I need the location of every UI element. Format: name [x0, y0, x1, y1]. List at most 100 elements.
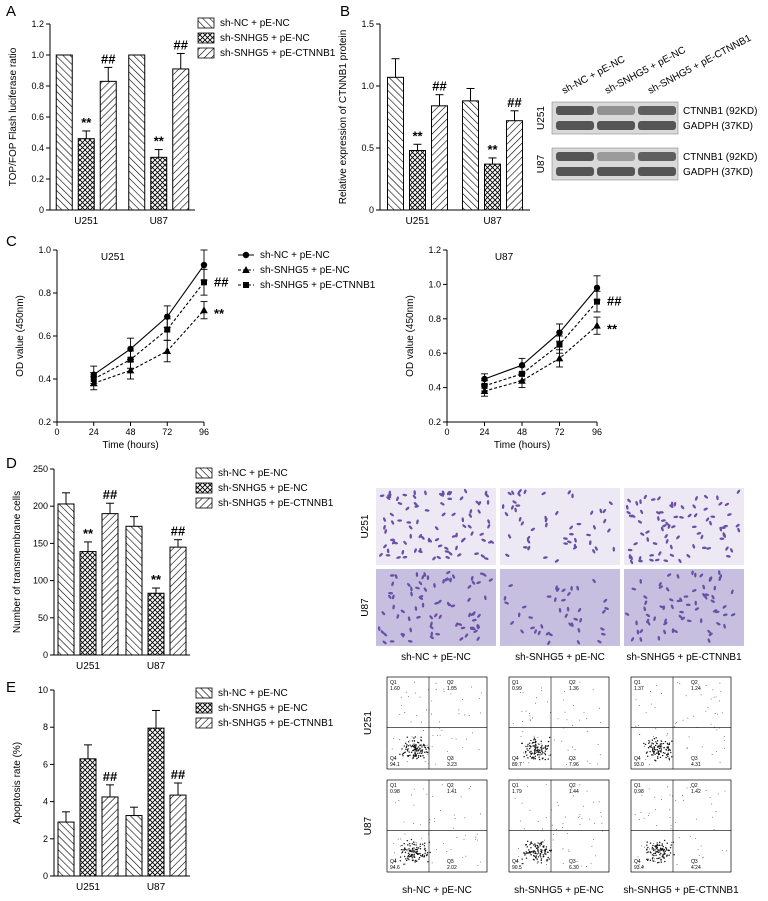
y-tick-label: 8 — [43, 722, 48, 732]
transwell-image — [500, 488, 620, 565]
legend-label-sh-snhg5-plus-pe-nc: sh-SNHG5 + pE-NC — [218, 483, 308, 494]
flow-event — [719, 761, 721, 763]
stained-cell — [402, 555, 408, 559]
stained-cell — [444, 550, 450, 553]
flow-event — [417, 755, 420, 757]
flow-event — [655, 728, 657, 730]
flow-event — [523, 762, 524, 764]
legend-label-sh-snhg5-plus-pe-nc: sh-SNHG5 + pE-NC — [220, 33, 310, 44]
flow-event — [413, 822, 415, 824]
flow-event — [419, 696, 421, 698]
flow-event — [697, 788, 699, 790]
stained-cell — [574, 537, 577, 543]
flow-event — [413, 856, 415, 858]
y-tick-label: 6 — [43, 759, 48, 769]
stained-cell — [521, 605, 527, 609]
flow-event — [711, 803, 713, 805]
stained-cell — [414, 606, 418, 611]
flow-event — [654, 845, 656, 848]
flow-event — [659, 750, 662, 753]
flow-event — [415, 754, 417, 757]
flow-event — [408, 855, 410, 858]
stained-cell — [481, 538, 486, 542]
flow-event — [661, 854, 664, 856]
stained-cell — [540, 624, 544, 629]
flow-event — [544, 839, 546, 841]
stained-cell — [577, 607, 582, 613]
x-category-label: U251 — [76, 661, 100, 672]
flow-event — [577, 864, 578, 866]
flow-event — [715, 811, 717, 813]
stained-cell — [408, 525, 413, 530]
legend-swatch-sh-nc-plus-pe-nc — [195, 687, 213, 699]
legend-swatch-sh-nc-plus-pe-nc — [197, 17, 215, 29]
stained-cell — [391, 581, 394, 587]
flow-event — [652, 848, 655, 850]
flow-event — [657, 751, 659, 754]
flow-event — [717, 793, 719, 795]
stained-cell — [656, 511, 661, 515]
flow-event — [394, 860, 396, 862]
stained-cell — [645, 530, 650, 534]
flow-event — [529, 843, 531, 846]
stained-cell — [438, 614, 442, 620]
stained-cell — [576, 522, 582, 526]
flow-event — [647, 747, 650, 749]
flow-event — [411, 855, 413, 857]
stained-cell — [569, 533, 574, 536]
flow-event — [422, 853, 424, 856]
data-point-sh-nc-plus-pe-nc — [556, 329, 563, 336]
chart-a-luciferase: 0 0.2 0.4 0.6 0.8 1.0 1.2 TOP/FOP Flash lucifer… — [8, 17, 336, 227]
stained-cell — [489, 540, 495, 544]
stained-cell — [469, 509, 473, 514]
quadrant-q2-value: 1.41 — [447, 789, 457, 795]
flow-event — [420, 744, 422, 746]
x-category-label: U87 — [483, 216, 502, 227]
flow-event — [659, 849, 661, 852]
flow-event — [657, 849, 660, 851]
flow-event — [571, 788, 573, 790]
flow-event — [540, 687, 542, 689]
stained-cell — [570, 586, 573, 591]
stained-cell — [451, 512, 456, 517]
flow-event — [696, 818, 697, 820]
flow-event — [514, 797, 516, 799]
y-tick-label: 1.5 — [361, 19, 374, 29]
stained-cell — [444, 546, 449, 550]
quadrant-q4-value: 89.7 — [512, 762, 522, 768]
stained-cell — [673, 629, 678, 633]
stained-cell — [537, 630, 541, 636]
flow-event — [527, 786, 529, 788]
blot-band — [556, 152, 594, 161]
flow-event — [533, 758, 535, 760]
flow-event — [581, 817, 583, 819]
stained-cell — [604, 607, 609, 610]
flow-event — [656, 824, 658, 826]
bar-u87-sh-snhg5-plus-pe-ctnnb1 — [169, 794, 187, 877]
flow-event — [660, 747, 662, 749]
stained-cell — [401, 632, 405, 638]
stained-cell — [468, 513, 472, 518]
flow-event — [521, 863, 523, 865]
stained-cell — [518, 489, 522, 494]
flow-event — [538, 743, 540, 745]
stained-cell — [416, 615, 421, 619]
stained-cell — [592, 578, 596, 584]
stained-cell — [508, 584, 513, 587]
flow-plot-frame — [508, 676, 610, 770]
stained-cell — [649, 554, 655, 557]
series-line-sh-nc-plus-pe-nc — [484, 287, 598, 380]
stained-cell — [665, 587, 670, 592]
stained-cell — [526, 535, 531, 541]
stained-cell — [505, 553, 510, 557]
flow-event — [427, 689, 429, 691]
flow-event — [413, 788, 415, 790]
flow-event — [401, 748, 403, 750]
flow-event — [561, 827, 563, 828]
stained-cell — [479, 532, 484, 536]
flow-event — [634, 792, 636, 794]
stained-cell — [464, 488, 468, 494]
flow-event — [539, 749, 541, 751]
flow-event — [528, 849, 530, 851]
data-point-sh-nc-plus-pe-nc — [593, 284, 601, 292]
